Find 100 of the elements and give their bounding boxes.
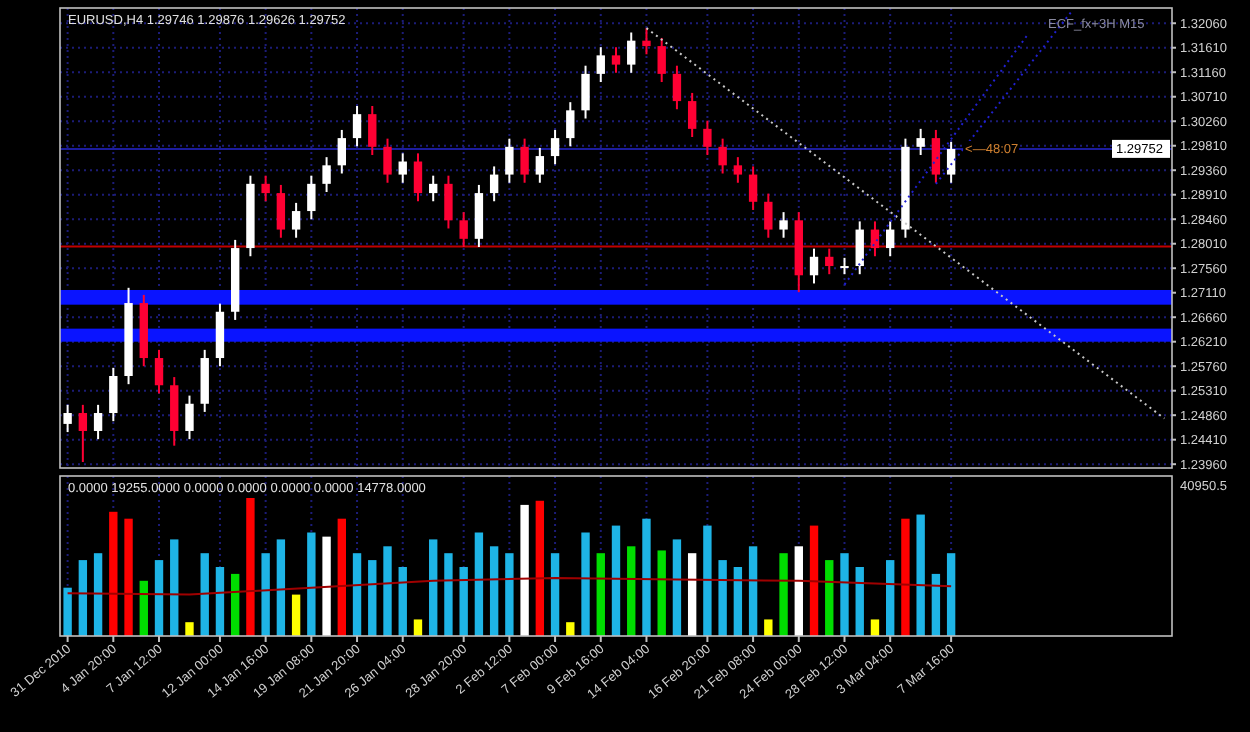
- candlestick: [291, 201, 301, 239]
- bar: [246, 498, 255, 636]
- candlestick: [657, 36, 666, 84]
- candlestick: [779, 211, 788, 239]
- bar: [916, 514, 925, 636]
- candlestick: [352, 104, 362, 148]
- candlestick: [596, 46, 605, 84]
- candlestick: [672, 64, 682, 111]
- bar: [444, 553, 453, 636]
- bar: [352, 553, 362, 636]
- candlestick: [63, 403, 72, 434]
- bar: [931, 573, 941, 636]
- bar: [779, 553, 788, 636]
- candlestick: [93, 403, 103, 441]
- candlestick: [505, 137, 514, 184]
- bar: [672, 539, 682, 636]
- bar: [322, 536, 331, 636]
- candlestick: [687, 91, 697, 139]
- bar: [78, 560, 88, 636]
- candlestick: [764, 192, 773, 239]
- bar: [642, 518, 651, 636]
- candlestick: [459, 211, 468, 248]
- candlestick: [489, 165, 499, 203]
- candlestick: [520, 137, 529, 184]
- candlestick: [413, 152, 423, 203]
- bar: [109, 511, 118, 636]
- bar: [474, 532, 484, 636]
- bar: [124, 518, 133, 636]
- bar: [611, 525, 621, 636]
- candlestick: [703, 119, 712, 156]
- bar: [383, 546, 392, 636]
- candlestick: [261, 174, 270, 203]
- candlestick: [946, 140, 956, 184]
- bar: [520, 504, 529, 636]
- bar: [703, 525, 712, 636]
- bar: [825, 560, 834, 636]
- bar: [550, 553, 560, 636]
- bar: [855, 567, 864, 636]
- candlestick: [809, 247, 819, 285]
- bar: [368, 560, 377, 636]
- bar: [733, 567, 743, 636]
- candlestick: [215, 302, 225, 368]
- bar: [63, 587, 72, 636]
- bar: [230, 573, 240, 636]
- bar: [200, 553, 209, 636]
- candlestick: [855, 220, 864, 276]
- candlestick: [154, 348, 164, 395]
- bar: [657, 550, 666, 636]
- bar: [840, 553, 849, 636]
- bar: [185, 622, 194, 636]
- bar: [93, 553, 103, 636]
- bar: [307, 532, 316, 636]
- bar: [398, 567, 407, 636]
- bar: [687, 553, 697, 636]
- candlestick: [642, 27, 651, 56]
- bar: [154, 560, 164, 636]
- candlestick: [474, 183, 484, 248]
- candlestick: [748, 165, 758, 211]
- bar: [809, 525, 819, 636]
- candlestick: [200, 348, 209, 413]
- bar: [581, 532, 590, 636]
- candlestick: [429, 174, 438, 203]
- candlestick: [170, 376, 179, 447]
- bar: [215, 567, 225, 636]
- candlestick: [322, 156, 331, 193]
- candlestick: [611, 46, 621, 74]
- bar: [627, 546, 636, 636]
- candlestick: [916, 127, 925, 156]
- candlestick: [383, 137, 392, 184]
- bar: [139, 580, 148, 636]
- candlestick: [185, 394, 194, 441]
- candlestick: [276, 183, 286, 239]
- candlestick: [718, 137, 727, 175]
- bar: [276, 539, 286, 636]
- bar: [413, 619, 423, 636]
- bar: [718, 560, 727, 636]
- candlestick: [535, 146, 545, 184]
- bar: [429, 539, 438, 636]
- candlestick: [566, 101, 575, 148]
- candlestick: [627, 31, 636, 74]
- bar: [764, 619, 773, 636]
- bar: [748, 546, 758, 636]
- bar: [596, 553, 605, 636]
- bar: [794, 546, 803, 636]
- candlestick: [307, 174, 316, 221]
- bar: [261, 553, 270, 636]
- candlestick: [550, 128, 560, 166]
- candlestick: [109, 366, 118, 423]
- bar: [337, 518, 346, 636]
- bar: [566, 622, 575, 636]
- bar: [870, 619, 880, 636]
- bar: [535, 500, 545, 636]
- bar: [946, 553, 956, 636]
- candlestick: [368, 104, 377, 156]
- candlestick: [337, 128, 346, 175]
- candlestick: [931, 128, 941, 184]
- candlestick: [398, 152, 407, 184]
- bar: [489, 546, 499, 636]
- bar: [291, 594, 301, 636]
- candlestick: [78, 403, 88, 464]
